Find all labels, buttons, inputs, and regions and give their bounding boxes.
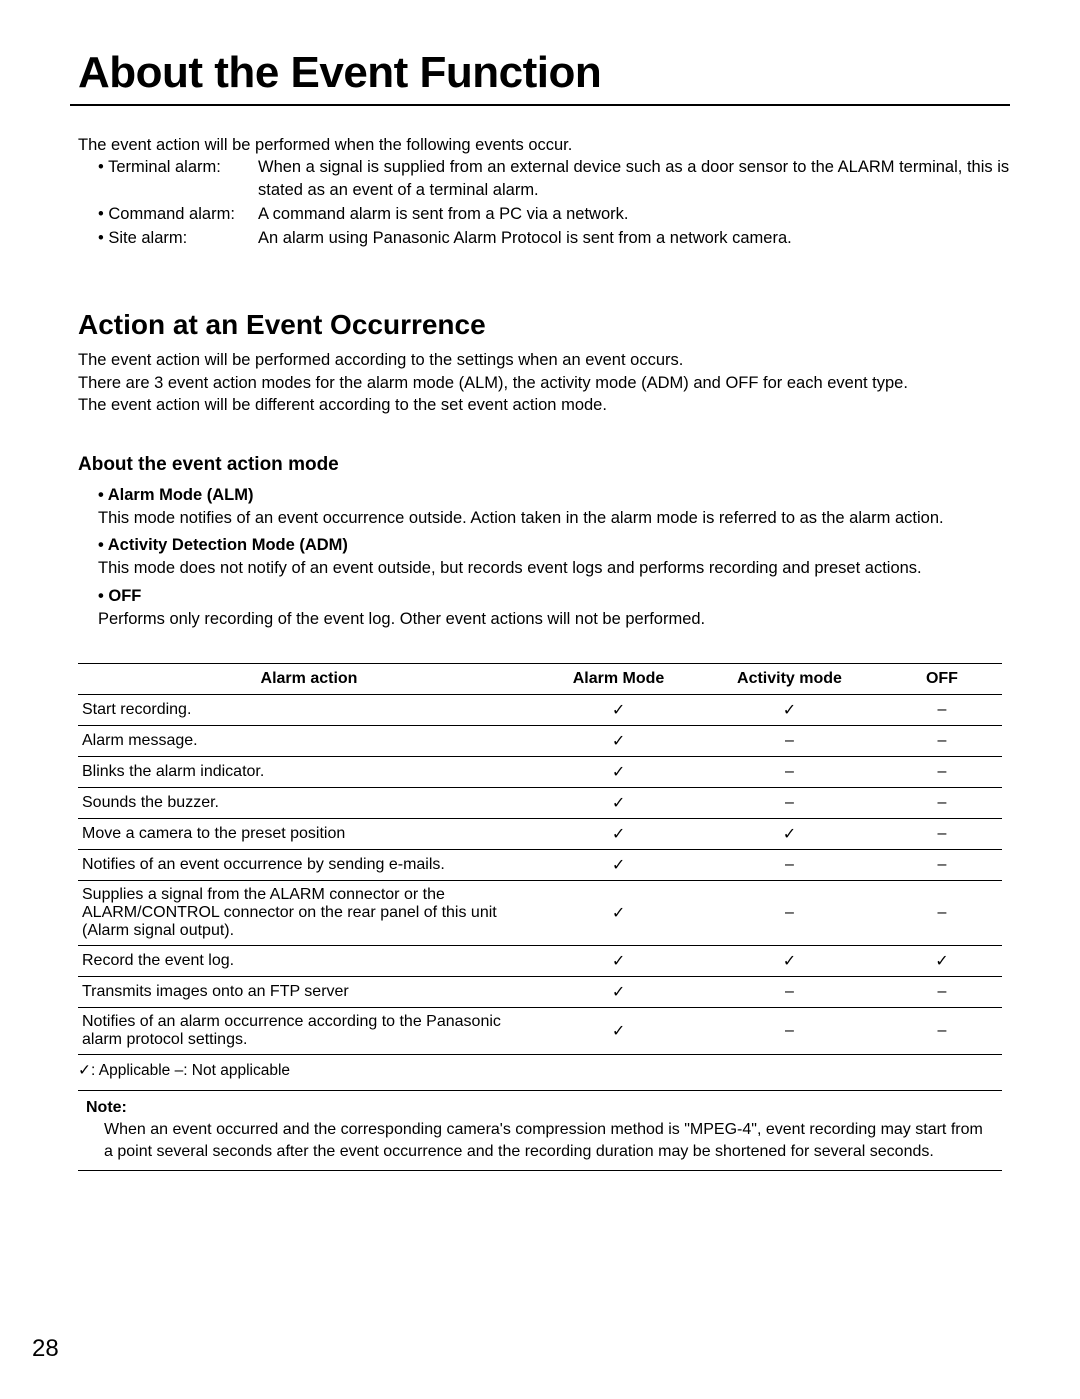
alarm-type-row: • Site alarm: An alarm using Panasonic A…: [98, 227, 1010, 249]
section-title: Action at an Event Occurrence: [70, 309, 1010, 341]
table-row: Transmits images onto an FTP server✓––: [78, 976, 1002, 1007]
cell-off: –: [882, 818, 1002, 849]
cell-off: –: [882, 1007, 1002, 1054]
cell-action: Start recording.: [78, 694, 540, 725]
cell-off: –: [882, 849, 1002, 880]
cell-action: Notifies of an alarm occurrence accordin…: [78, 1007, 540, 1054]
table-row: Supplies a signal from the ALARM connect…: [78, 880, 1002, 945]
table-row: Start recording.✓✓–: [78, 694, 1002, 725]
alarm-type-desc: An alarm using Panasonic Alarm Protocol …: [258, 227, 1010, 249]
cell-activity: –: [697, 756, 882, 787]
mode-desc: This mode does not notify of an event ou…: [98, 557, 1010, 580]
section-intro-line: The event action will be performed accor…: [78, 349, 1010, 371]
table-legend: ✓: Applicable –: Not applicable: [70, 1061, 1010, 1080]
cell-off: –: [882, 756, 1002, 787]
subsection-title: About the event action mode: [70, 454, 1010, 476]
section-intro-line: The event action will be different accor…: [78, 394, 1010, 416]
cell-off: –: [882, 787, 1002, 818]
table-header-row: Alarm action Alarm Mode Activity mode OF…: [78, 663, 1002, 694]
title-underline: [70, 104, 1010, 106]
cell-off: ✓: [882, 945, 1002, 976]
table-row: Blinks the alarm indicator.✓––: [78, 756, 1002, 787]
section-intro-line: There are 3 event action modes for the a…: [78, 372, 1010, 394]
intro-block: The event action will be performed when …: [70, 134, 1010, 249]
table-row: Notifies of an event occurrence by sendi…: [78, 849, 1002, 880]
cell-alarm: ✓: [540, 725, 697, 756]
cell-alarm: ✓: [540, 849, 697, 880]
table-body: Start recording.✓✓– Alarm message.✓–– Bl…: [78, 694, 1002, 1054]
cell-action: Sounds the buzzer.: [78, 787, 540, 818]
page-number: 28: [32, 1335, 59, 1363]
cell-activity: ✓: [697, 945, 882, 976]
cell-alarm: ✓: [540, 756, 697, 787]
cell-activity: ✓: [697, 694, 882, 725]
cell-action: Blinks the alarm indicator.: [78, 756, 540, 787]
cell-activity: –: [697, 1007, 882, 1054]
cell-alarm: ✓: [540, 818, 697, 849]
table-row: Alarm message.✓––: [78, 725, 1002, 756]
intro-text: The event action will be performed when …: [78, 134, 1010, 156]
mode-item: • OFF Performs only recording of the eve…: [98, 585, 1010, 631]
cell-activity: –: [697, 787, 882, 818]
alarm-type-desc: A command alarm is sent from a PC via a …: [258, 203, 1010, 225]
cell-alarm: ✓: [540, 976, 697, 1007]
note-block: Note: When an event occurred and the cor…: [78, 1090, 1002, 1171]
cell-off: –: [882, 880, 1002, 945]
th-action: Alarm action: [78, 663, 540, 694]
alarm-type-list: • Terminal alarm: When a signal is suppl…: [78, 156, 1010, 249]
mode-item: • Activity Detection Mode (ADM) This mod…: [98, 534, 1010, 580]
section-intro: The event action will be performed accor…: [70, 349, 1010, 416]
page-title: About the Event Function: [70, 48, 1010, 98]
cell-activity: ✓: [697, 818, 882, 849]
mode-desc: This mode notifies of an event occurrenc…: [98, 507, 1010, 530]
cell-activity: –: [697, 849, 882, 880]
mode-name: • Activity Detection Mode (ADM): [98, 534, 1010, 557]
cell-action: Notifies of an event occurrence by sendi…: [78, 849, 540, 880]
alarm-type-desc: When a signal is supplied from an extern…: [258, 156, 1010, 201]
alarm-action-table-wrap: Alarm action Alarm Mode Activity mode OF…: [70, 663, 1010, 1055]
table-row: Sounds the buzzer.✓––: [78, 787, 1002, 818]
mode-desc: Performs only recording of the event log…: [98, 608, 1010, 631]
alarm-type-row: • Command alarm: A command alarm is sent…: [98, 203, 1010, 225]
cell-action: Alarm message.: [78, 725, 540, 756]
mode-name: • Alarm Mode (ALM): [98, 484, 1010, 507]
note-text: When an event occurred and the correspon…: [86, 1119, 994, 1164]
cell-action: Supplies a signal from the ALARM connect…: [78, 880, 540, 945]
cell-activity: –: [697, 976, 882, 1007]
alarm-type-label: • Terminal alarm:: [98, 156, 258, 201]
cell-off: –: [882, 725, 1002, 756]
table-row: Record the event log.✓✓✓: [78, 945, 1002, 976]
note-label: Note:: [86, 1097, 994, 1119]
cell-alarm: ✓: [540, 787, 697, 818]
table-row: Notifies of an alarm occurrence accordin…: [78, 1007, 1002, 1054]
alarm-type-label: • Command alarm:: [98, 203, 258, 225]
cell-alarm: ✓: [540, 945, 697, 976]
cell-off: –: [882, 976, 1002, 1007]
mode-name: • OFF: [98, 585, 1010, 608]
th-activity-mode: Activity mode: [697, 663, 882, 694]
table-row: Move a camera to the preset position✓✓–: [78, 818, 1002, 849]
alarm-type-label: • Site alarm:: [98, 227, 258, 249]
mode-item: • Alarm Mode (ALM) This mode notifies of…: [98, 484, 1010, 530]
cell-alarm: ✓: [540, 1007, 697, 1054]
cell-action: Transmits images onto an FTP server: [78, 976, 540, 1007]
cell-alarm: ✓: [540, 880, 697, 945]
alarm-type-row: • Terminal alarm: When a signal is suppl…: [98, 156, 1010, 201]
cell-alarm: ✓: [540, 694, 697, 725]
cell-action: Record the event log.: [78, 945, 540, 976]
cell-off: –: [882, 694, 1002, 725]
cell-activity: –: [697, 725, 882, 756]
cell-action: Move a camera to the preset position: [78, 818, 540, 849]
th-off: OFF: [882, 663, 1002, 694]
th-alarm-mode: Alarm Mode: [540, 663, 697, 694]
cell-activity: –: [697, 880, 882, 945]
alarm-action-table: Alarm action Alarm Mode Activity mode OF…: [78, 663, 1002, 1055]
mode-list: • Alarm Mode (ALM) This mode notifies of…: [70, 484, 1010, 631]
